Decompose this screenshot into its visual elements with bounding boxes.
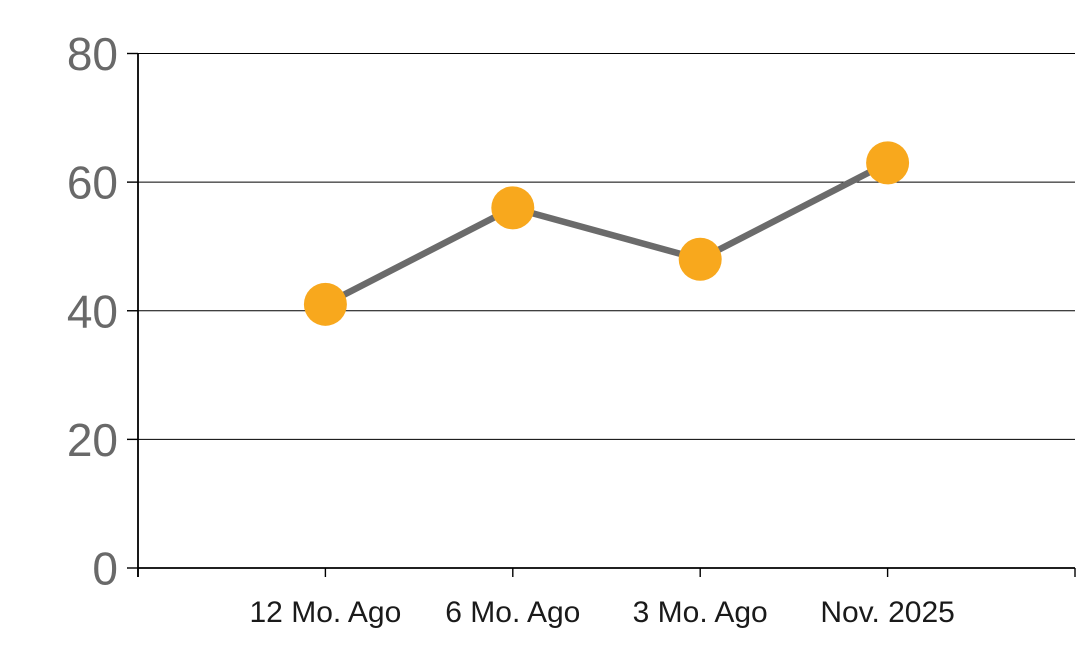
x-axis-category-label: 6 Mo. Ago: [445, 596, 580, 629]
data-point-marker: [866, 141, 910, 185]
data-point-marker: [491, 186, 535, 230]
y-axis-tick-label: 20: [67, 414, 118, 466]
y-axis-tick-label: 0: [92, 543, 118, 595]
y-axis-tick-label: 80: [67, 28, 118, 80]
data-point-marker: [678, 237, 722, 281]
x-axis-category-label: 3 Mo. Ago: [633, 596, 768, 629]
y-axis-tick-label: 40: [67, 285, 118, 337]
x-axis-category-label: 12 Mo. Ago: [250, 596, 402, 629]
data-point-marker: [303, 282, 347, 326]
x-axis-category-label: Nov. 2025: [820, 596, 955, 629]
y-axis-tick-label: 60: [67, 157, 118, 209]
data-line: [322, 159, 891, 308]
